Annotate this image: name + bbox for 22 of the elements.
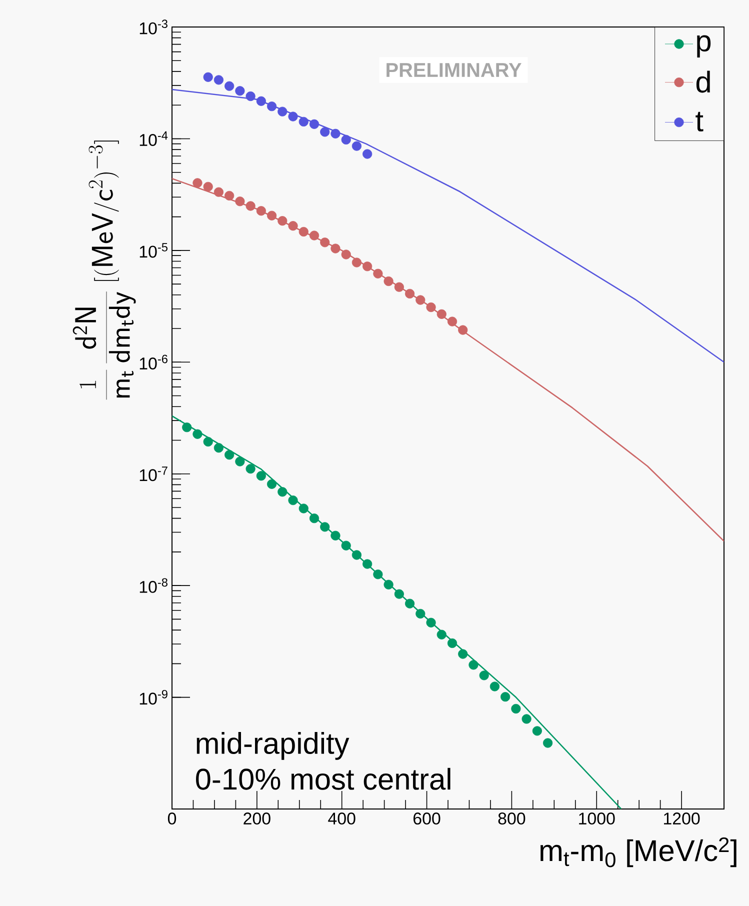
y-tick-label: 10$^{-6}$ — [140, 354, 168, 370]
x-tick-label: 1000 — [579, 812, 615, 825]
y-tick-label: 10$^{-3}$ — [140, 20, 168, 34]
annotation: PRELIMINARY — [386, 63, 522, 77]
x-tick-label: 800 — [498, 812, 526, 825]
x-tick-label: 400 — [328, 812, 356, 825]
x-axis-title: m$_{t}$-m$_{0}$ [MeV/c$^{2}$] — [540, 837, 736, 868]
annotation: 0-10% most central — [196, 768, 450, 790]
x-tick-label: 1200 — [664, 812, 700, 825]
y-tick-label: 10$^{-4}$ — [140, 131, 168, 146]
x-tick-label: 200 — [244, 812, 270, 825]
y-tick-label: 10$^{-5}$ — [140, 243, 168, 258]
y-axis-title: $\frac{1}{\mathsf{m_t}}\,\frac{\mathsf{d^2N}}{\mathsf{dm_t dy}}\;[(\mathsf{MeV}/\mathsf{c}^2)^{-3}]$ — [72, 140, 136, 400]
legend-label: p — [697, 35, 711, 58]
y-tick-label: 10$^{-8}$ — [140, 578, 168, 593]
legend-label: d — [696, 70, 710, 93]
x-tick-label: 0 — [168, 812, 176, 825]
y-tick-label: 10$^{-9}$ — [140, 690, 168, 705]
legend-label: t — [696, 112, 704, 132]
y-tick-label: 10$^{-7}$ — [140, 466, 168, 482]
annotation: mid-rapidity — [196, 732, 350, 760]
x-tick-label: 600 — [414, 812, 440, 825]
